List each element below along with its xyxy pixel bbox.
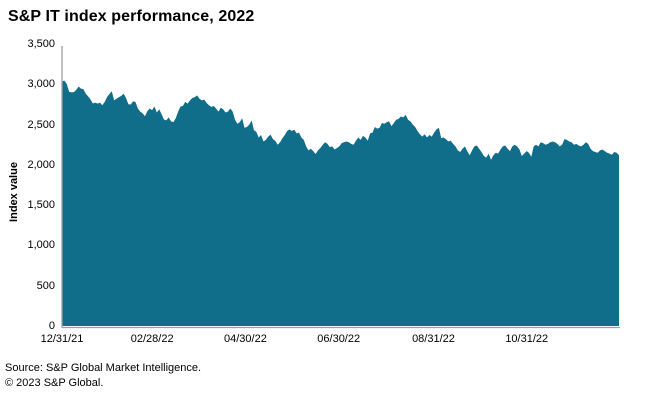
- source-note: Source: S&P Global Market Intelligence.: [5, 362, 202, 374]
- x-tick-label: 04/30/22: [224, 333, 267, 345]
- y-tick-label: 3,500: [27, 38, 55, 50]
- y-tick-label: 0: [48, 320, 55, 332]
- chart-title: S&P IT index performance, 2022: [8, 8, 255, 25]
- x-tick-label: 08/31/22: [412, 333, 455, 345]
- x-tick-label: 02/28/22: [130, 333, 174, 345]
- y-tick-label: 1,500: [27, 199, 55, 212]
- x-tick-label: 06/30/22: [317, 333, 361, 345]
- x-tick-label: 10/31/22: [505, 333, 549, 345]
- y-tick-label: 2,500: [27, 118, 55, 131]
- area-series: [62, 80, 619, 326]
- copyright-note: © 2023 S&P Global.: [5, 377, 104, 389]
- y-tick-label: 2,000: [27, 158, 55, 171]
- x-tick-label: 12/31/21: [40, 333, 84, 345]
- y-tick-label: 3,000: [27, 78, 55, 91]
- y-tick-label: 1,000: [27, 239, 55, 252]
- y-tick-label: 500: [36, 279, 55, 292]
